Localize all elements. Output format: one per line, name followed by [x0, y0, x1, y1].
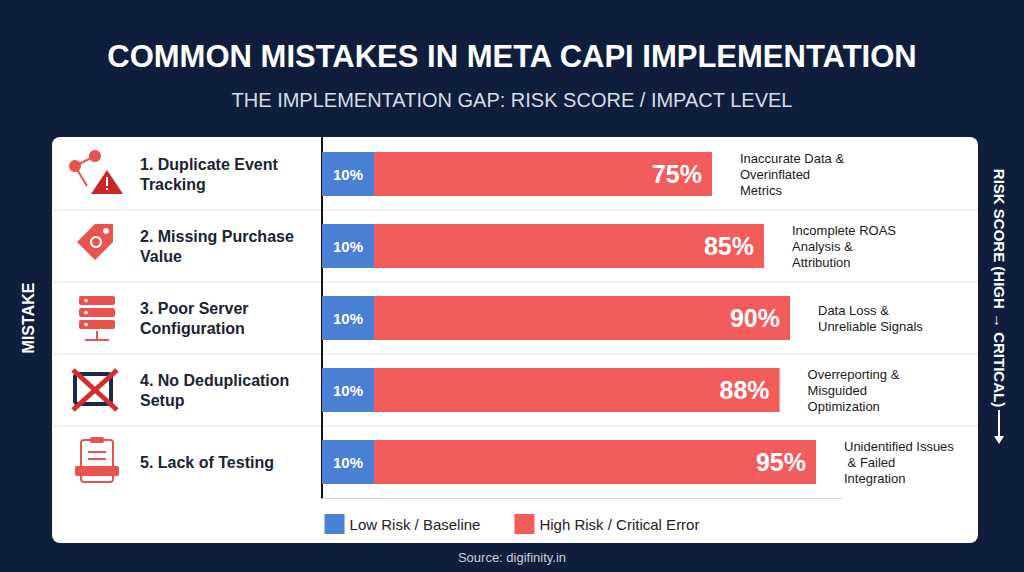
svg-text:90%: 90% — [730, 304, 780, 332]
svg-text:Unreliable Signals: Unreliable Signals — [818, 319, 923, 334]
svg-text:COMMON MISTAKES IN META CAPI I: COMMON MISTAKES IN META CAPI IMPLEMENTAT… — [107, 39, 916, 74]
svg-text:MISTAKE: MISTAKE — [20, 282, 37, 353]
svg-text:95%: 95% — [756, 448, 806, 476]
svg-text:10%: 10% — [333, 382, 363, 399]
svg-text:Low Risk / Baseline: Low Risk / Baseline — [350, 516, 481, 533]
svg-text:Optimization: Optimization — [808, 399, 880, 414]
svg-text:& Failed: & Failed — [844, 455, 899, 470]
svg-text:1. Duplicate Event: 1. Duplicate Event — [140, 156, 282, 173]
svg-text:Misguided: Misguided — [808, 383, 871, 398]
svg-text:88%: 88% — [720, 376, 770, 404]
svg-text:Data Loss &: Data Loss & — [818, 303, 892, 318]
svg-text:10%: 10% — [333, 454, 363, 471]
svg-text:Inaccurate Data &: Inaccurate Data & — [740, 151, 848, 166]
svg-text:THE IMPLEMENTATION GAP: RISK S: THE IMPLEMENTATION GAP: RISK SCORE / IMP… — [232, 89, 793, 111]
svg-text:Configuration: Configuration — [140, 320, 245, 337]
svg-text:Source: digifinity.in: Source: digifinity.in — [458, 550, 566, 565]
svg-text:High Risk / Critical Error: High Risk / Critical Error — [539, 516, 699, 533]
svg-text:Incomplete ROAS: Incomplete ROAS — [792, 223, 900, 238]
svg-text:Integration: Integration — [844, 471, 905, 486]
svg-text:Unidentified Issues: Unidentified Issues — [844, 439, 954, 454]
svg-text:Metrics: Metrics — [740, 183, 782, 198]
svg-text:5. Lack of Testing: 5. Lack of Testing — [140, 454, 274, 471]
svg-text:75%: 75% — [652, 160, 702, 188]
svg-text:2. Missing Purchase: 2. Missing Purchase — [140, 228, 298, 245]
svg-text:10%: 10% — [333, 238, 363, 255]
svg-text:Analysis &: Analysis & — [792, 239, 856, 254]
svg-text:Overinflated: Overinflated — [740, 167, 814, 182]
svg-text:Setup: Setup — [140, 392, 185, 409]
svg-text:Overreporting &: Overreporting & — [808, 367, 903, 382]
svg-text:Value: Value — [140, 248, 182, 265]
svg-text:10%: 10% — [333, 310, 363, 327]
svg-text:RISK SCORE (HIGH → CRITICAL): RISK SCORE (HIGH → CRITICAL) — [991, 169, 1008, 407]
svg-text:10%: 10% — [333, 166, 363, 183]
svg-text:Attribution: Attribution — [792, 255, 851, 270]
svg-text:3. Poor Server: 3. Poor Server — [140, 300, 253, 317]
svg-text:85%: 85% — [704, 232, 754, 260]
svg-text:Tracking: Tracking — [140, 176, 206, 193]
svg-text:4. No Deduplication: 4. No Deduplication — [140, 372, 294, 389]
